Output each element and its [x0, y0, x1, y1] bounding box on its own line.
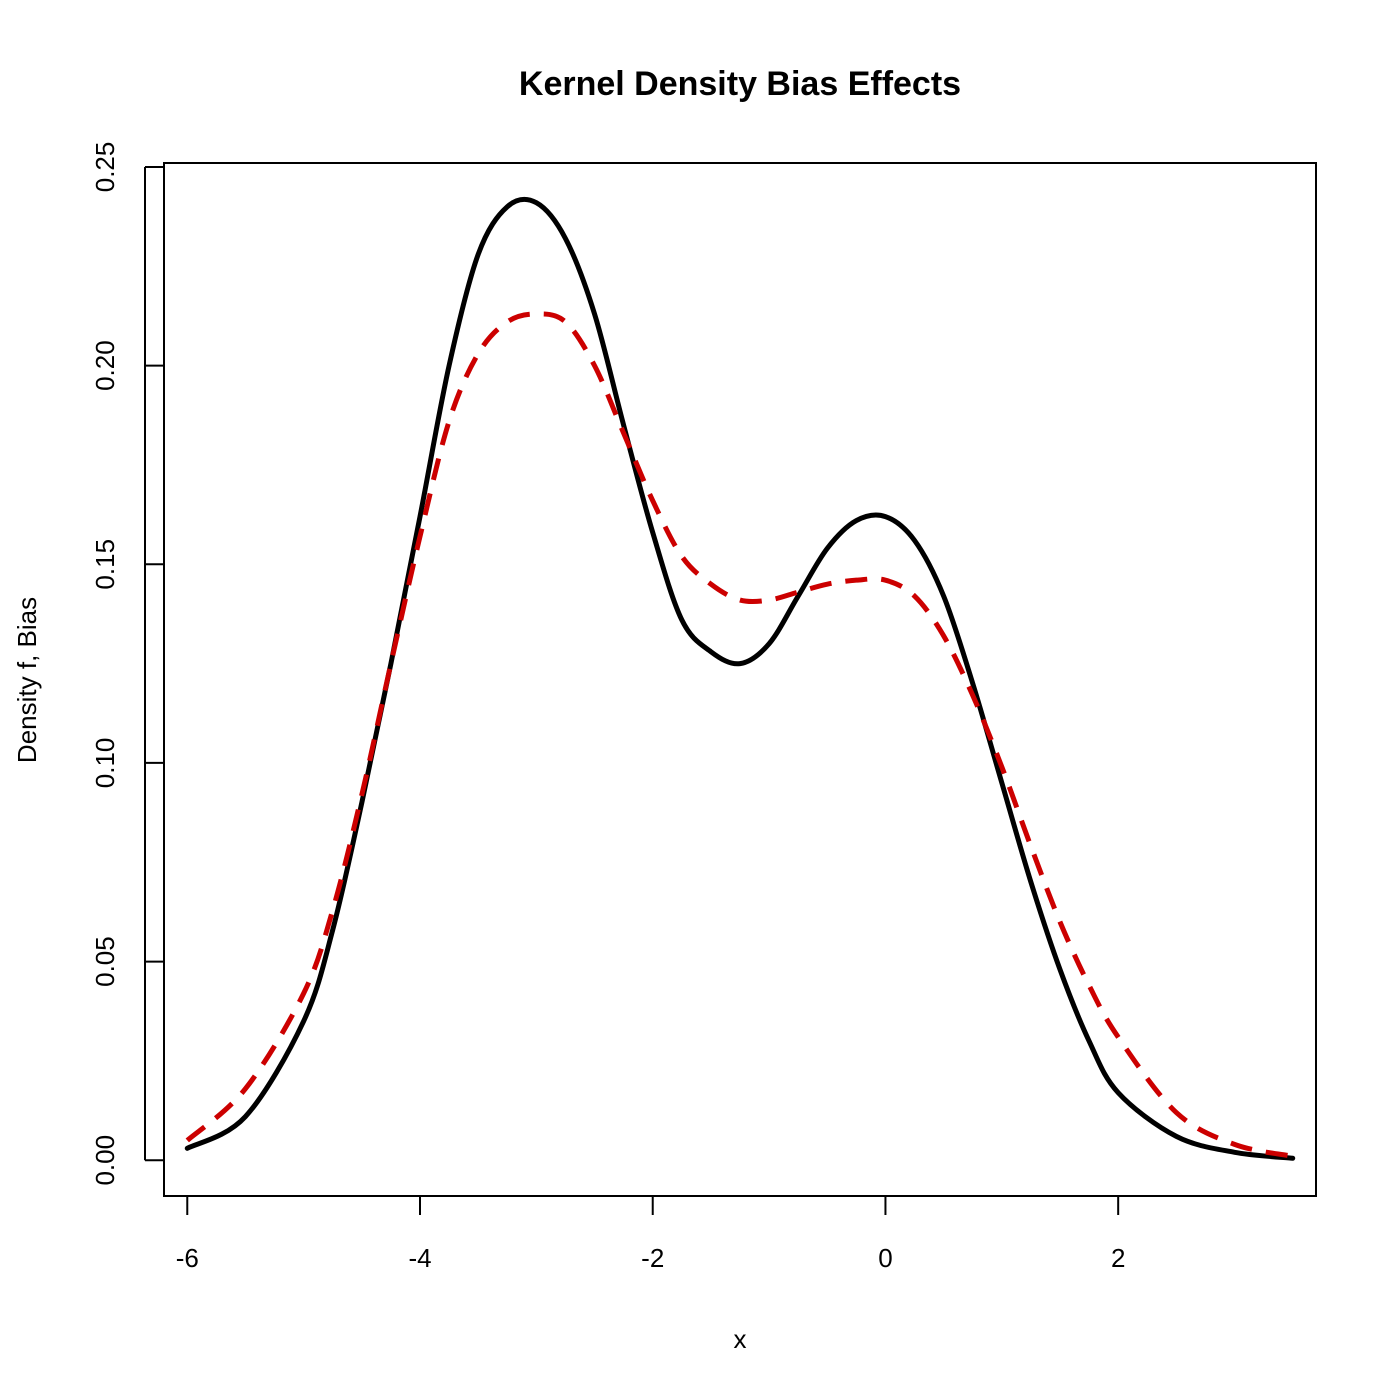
x-tick-label: 0 [878, 1243, 892, 1273]
y-tick-label: 0.20 [90, 340, 120, 391]
series-layer [184, 196, 1296, 1161]
y-axis-label: Density f, Bias [12, 597, 42, 763]
chart-title: Kernel Density Bias Effects [519, 65, 961, 103]
y-tick-label: 0.25 [90, 142, 120, 193]
series-line-dashed-red [185, 311, 1294, 1159]
y-axis: 0.00 0.05 0.10 0.15 0.20 0.25 [90, 142, 164, 1186]
y-tick-label: 0.15 [90, 539, 120, 590]
y-tick-label: 0.10 [90, 738, 120, 789]
x-axis-label: x [734, 1324, 747, 1354]
plot-frame [163, 162, 1317, 1197]
x-tick-label: -6 [176, 1243, 199, 1273]
x-tick-label: -4 [408, 1243, 431, 1273]
series-line-solid-black [184, 196, 1296, 1161]
y-tick-label: 0.05 [90, 936, 120, 987]
x-tick-label: -2 [641, 1243, 664, 1273]
x-tick-label: 2 [1111, 1243, 1125, 1273]
y-tick-label: 0.00 [90, 1135, 120, 1186]
x-axis: -6 -4 -2 0 2 [176, 1195, 1125, 1273]
